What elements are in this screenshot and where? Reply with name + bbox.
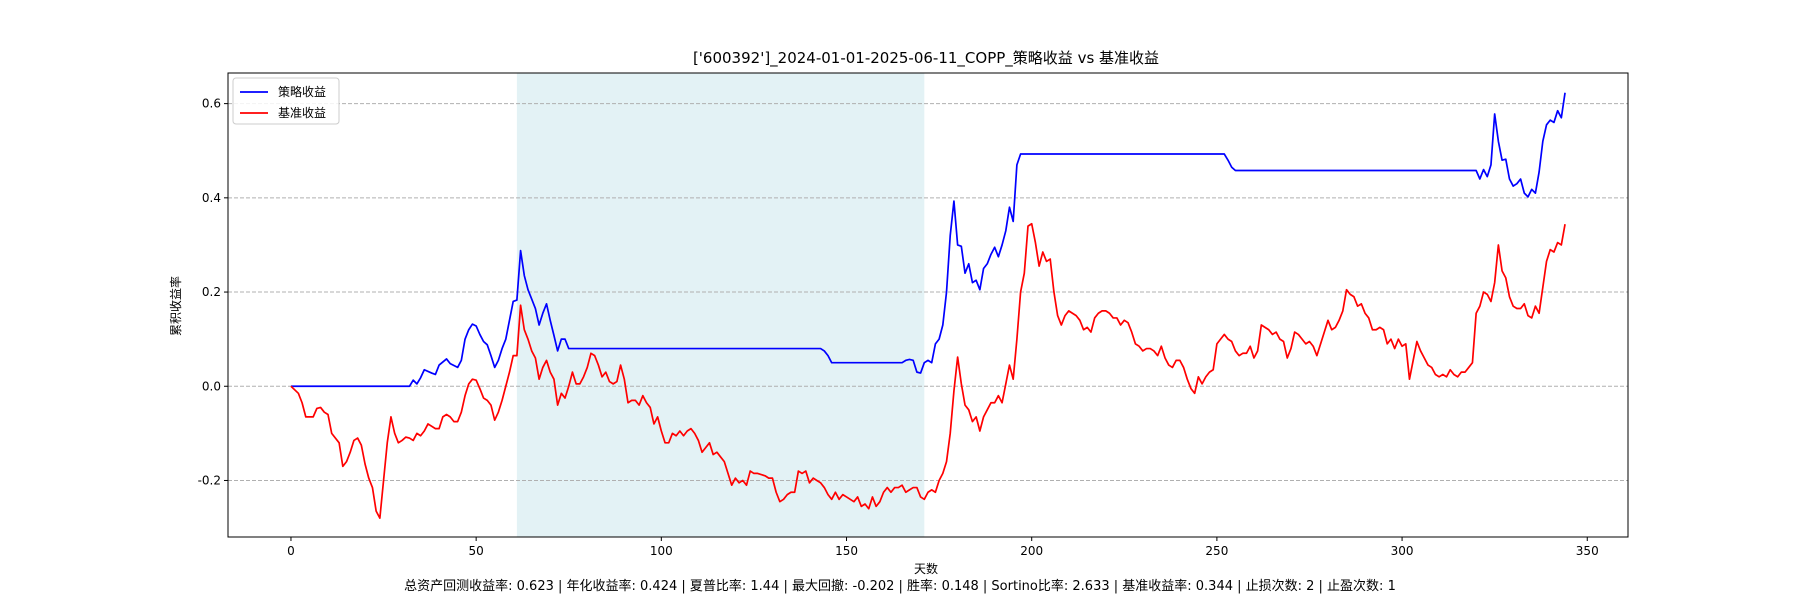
- y-tick-label: 0.6: [202, 97, 221, 111]
- strategy-return-line: [290, 92, 1566, 388]
- highlight-region: [516, 73, 925, 537]
- y-tick-label: 0.0: [202, 379, 221, 393]
- x-tick-label: 50: [469, 544, 484, 558]
- plot-frame: [227, 72, 1629, 538]
- x-tick-label: 0: [287, 544, 295, 558]
- metrics-summary: 总资产回测收益率: 0.623 | 年化收益率: 0.424 | 夏普比率: 1…: [404, 579, 1396, 594]
- benchmark-return-line: [290, 222, 1566, 520]
- axis-ticks: 0 50 100 150 200 250 300 350 -0.2 0.0 0.2 0.4 0.6: [198, 97, 1599, 558]
- legend: 策略收益 基准收益: [232, 77, 340, 125]
- y-tick-label: 0.2: [202, 285, 221, 299]
- legend-label-benchmark: 基准收益: [278, 106, 326, 120]
- x-tick-label: 100: [650, 544, 673, 558]
- y-axis-label: 累积收益率: [168, 276, 183, 336]
- y-tick-label: 0.4: [202, 191, 221, 205]
- x-tick-label: 350: [1576, 544, 1599, 558]
- legend-label-strategy: 策略收益: [278, 84, 326, 99]
- x-tick-label: 300: [1391, 544, 1414, 558]
- x-axis-label: 天数: [914, 561, 938, 576]
- series-group: [290, 92, 1566, 520]
- x-tick-label: 250: [1205, 544, 1228, 558]
- x-tick-label: 200: [1020, 544, 1043, 558]
- plot-area: [227, 72, 1629, 538]
- x-tick-label: 150: [835, 544, 858, 558]
- chart-title: ['600392']_2024-01-01-2025-06-11_COPP_策略…: [693, 49, 1159, 68]
- y-tick-label: -0.2: [198, 473, 221, 487]
